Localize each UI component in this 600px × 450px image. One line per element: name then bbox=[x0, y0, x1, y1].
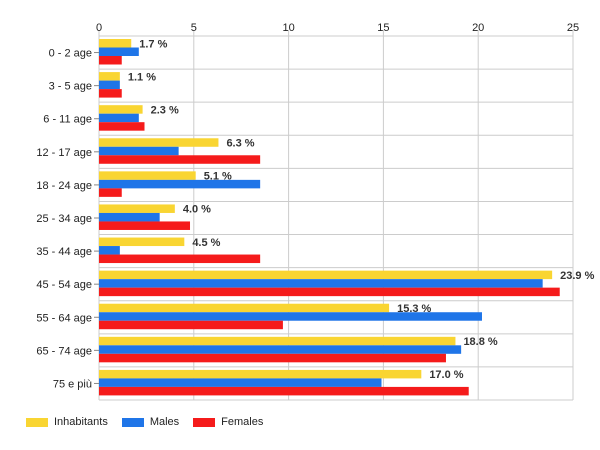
data-labels: 1.7 % 1.1 % 2.3 % 6.3 % 5.1 % 4.0 % 4.5 % 23.9 … bbox=[128, 38, 595, 381]
bar-inhabitants bbox=[99, 72, 120, 81]
bar-males bbox=[99, 246, 120, 255]
bar-females bbox=[99, 155, 261, 164]
bar-females bbox=[99, 320, 283, 330]
category-label: 55 - 64 age bbox=[36, 312, 92, 324]
x-tick-label: 0 bbox=[96, 22, 102, 34]
category-label: 35 - 44 age bbox=[36, 246, 92, 258]
category-label: 75 e più bbox=[53, 378, 92, 390]
data-label: 1.7 % bbox=[139, 38, 167, 50]
data-label: 1.1 % bbox=[128, 71, 156, 83]
bar-inhabitants bbox=[99, 237, 185, 247]
category-label: 3 - 5 age bbox=[49, 81, 92, 93]
bar-males bbox=[99, 279, 543, 288]
legend-swatch-males bbox=[121, 417, 144, 427]
x-tick-label: 15 bbox=[377, 22, 389, 34]
legend-item-males: Males bbox=[121, 416, 180, 428]
category-label: 18 - 24 age bbox=[36, 180, 92, 192]
bar-males bbox=[99, 80, 120, 90]
bar-inhabitants bbox=[99, 336, 456, 346]
x-tick-label: 20 bbox=[472, 22, 484, 34]
y-axis-categories: 0 - 2 age 3 - 5 age 6 - 11 age 12 - 17 age 1… bbox=[36, 48, 99, 390]
category-label: 12 - 17 age bbox=[36, 147, 92, 159]
bar-males bbox=[99, 146, 179, 156]
bar-inhabitants bbox=[99, 303, 390, 313]
legend-label-females: Females bbox=[221, 416, 264, 428]
data-label: 2.3 % bbox=[151, 104, 179, 116]
bar-males bbox=[99, 212, 160, 222]
bar-inhabitants bbox=[99, 171, 196, 180]
bar-males bbox=[99, 345, 462, 354]
category-label: 45 - 54 age bbox=[36, 279, 92, 291]
bar-males bbox=[99, 179, 261, 189]
legend: Inhabitants Males Females bbox=[26, 416, 263, 428]
bar-females bbox=[99, 188, 122, 197]
legend-label-inhabitants: Inhabitants bbox=[54, 416, 108, 428]
data-label: 5.1 % bbox=[204, 171, 232, 183]
category-label: 25 - 34 age bbox=[36, 213, 92, 225]
x-axis-ticks: 0 5 10 15 20 25 bbox=[96, 22, 579, 34]
bar-inhabitants bbox=[99, 369, 422, 379]
bar-females bbox=[99, 89, 122, 98]
bar-males bbox=[99, 47, 139, 56]
bar-inhabitants bbox=[99, 39, 132, 48]
legend-item-inhabitants: Inhabitants bbox=[26, 416, 108, 428]
data-label: 17.0 % bbox=[429, 369, 463, 381]
bar-females bbox=[99, 56, 122, 65]
bar-inhabitants bbox=[99, 138, 219, 147]
x-tick-label: 25 bbox=[567, 22, 579, 34]
bar-females bbox=[99, 287, 560, 297]
bar-females bbox=[99, 122, 145, 131]
data-label: 23.9 % bbox=[560, 270, 594, 282]
category-label: 6 - 11 age bbox=[43, 114, 92, 126]
bar-females bbox=[99, 221, 191, 230]
bar-females bbox=[99, 353, 446, 363]
data-label: 18.8 % bbox=[463, 336, 497, 348]
x-tick-label: 10 bbox=[282, 22, 294, 34]
bar-inhabitants bbox=[99, 270, 553, 280]
bar-females bbox=[99, 254, 261, 264]
legend-label-males: Males bbox=[149, 416, 180, 428]
data-label: 6.3 % bbox=[226, 138, 254, 150]
x-tick-label: 5 bbox=[191, 22, 197, 34]
category-label: 65 - 74 age bbox=[36, 345, 92, 357]
data-label: 4.0 % bbox=[183, 204, 211, 216]
bar-inhabitants bbox=[99, 204, 175, 213]
data-label: 4.5 % bbox=[192, 237, 220, 249]
grid bbox=[98, 30, 574, 401]
bar-males bbox=[99, 113, 139, 123]
legend-swatch-inhabitants bbox=[26, 417, 48, 427]
bar-males bbox=[99, 378, 382, 387]
category-label: 0 - 2 age bbox=[49, 48, 92, 60]
bar-inhabitants bbox=[99, 105, 143, 114]
data-label: 15.3 % bbox=[397, 303, 431, 315]
bars bbox=[99, 39, 560, 396]
bar-females bbox=[99, 386, 469, 396]
legend-swatch-females bbox=[193, 417, 216, 427]
legend-item-females: Females bbox=[193, 416, 263, 428]
bar-males bbox=[99, 312, 482, 321]
